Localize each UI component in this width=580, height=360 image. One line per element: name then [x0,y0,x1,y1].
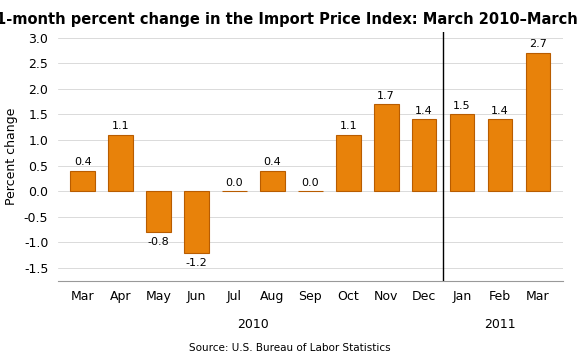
Y-axis label: Percent change: Percent change [5,108,18,205]
Text: 1.4: 1.4 [491,106,509,116]
Text: -0.8: -0.8 [148,237,169,247]
Text: 1.5: 1.5 [453,101,471,111]
Text: 0.0: 0.0 [226,177,243,188]
Text: -1.2: -1.2 [186,258,208,268]
Bar [184,191,209,253]
Bar [70,171,95,191]
Text: 0.4: 0.4 [263,157,281,167]
Bar [374,104,398,191]
Bar [336,135,361,191]
Text: 1.4: 1.4 [415,106,433,116]
Text: 1.1: 1.1 [112,121,129,131]
Text: Source: U.S. Bureau of Labor Statistics: Source: U.S. Bureau of Labor Statistics [189,343,391,353]
Bar [412,120,436,191]
Text: 0.4: 0.4 [74,157,92,167]
Title: 1-month percent change in the Import Price Index: March 2010–March 2011: 1-month percent change in the Import Pri… [0,12,580,27]
Bar [525,53,550,191]
Bar [146,191,171,232]
Text: 1.1: 1.1 [339,121,357,131]
Bar [260,171,285,191]
Text: 2011: 2011 [484,318,516,330]
Bar [488,120,512,191]
Text: 2.7: 2.7 [529,39,547,49]
Text: 0.0: 0.0 [302,177,319,188]
Text: 1.7: 1.7 [378,90,395,100]
Bar [450,114,474,191]
Text: 2010: 2010 [238,318,269,330]
Bar [108,135,133,191]
